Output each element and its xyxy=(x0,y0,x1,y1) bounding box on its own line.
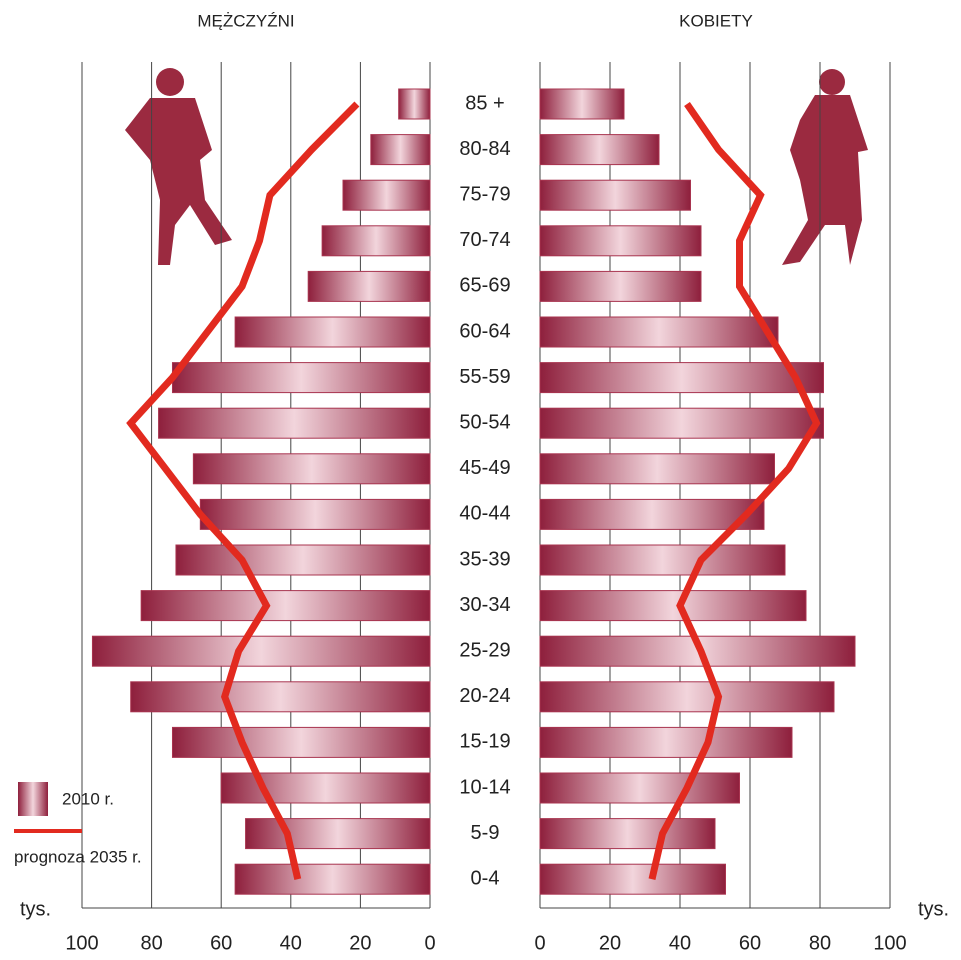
bar xyxy=(130,681,431,713)
category-label: 80-84 xyxy=(459,138,510,160)
x-tick-label: 20 xyxy=(599,932,621,954)
category-label: 65-69 xyxy=(459,275,510,297)
category-label: 60-64 xyxy=(459,320,510,342)
category-label: 40-44 xyxy=(459,503,510,525)
bar xyxy=(539,726,793,758)
bar xyxy=(342,179,431,211)
bar xyxy=(245,818,431,850)
bar xyxy=(171,726,431,758)
unit-label: tys. xyxy=(918,898,949,920)
category-label: 85 + xyxy=(465,92,504,114)
bar xyxy=(539,362,824,394)
bar xyxy=(539,316,779,348)
legend-swatch xyxy=(18,782,48,816)
bar xyxy=(539,498,765,530)
x-tick-label: 60 xyxy=(739,932,761,954)
bar xyxy=(539,179,691,211)
bar xyxy=(158,407,431,439)
bar xyxy=(539,270,702,302)
bar xyxy=(307,270,431,302)
category-label: 45-49 xyxy=(459,457,510,479)
category-label: 25-29 xyxy=(459,639,510,661)
panel-title: MĘŻCZYŹNI xyxy=(197,11,294,30)
bar xyxy=(234,863,431,895)
category-label: 30-34 xyxy=(459,594,510,616)
x-tick-label: 20 xyxy=(349,932,371,954)
bar xyxy=(539,772,740,804)
category-label: 15-19 xyxy=(459,731,510,753)
legend-label: prognoza 2035 r. xyxy=(14,847,142,866)
bar xyxy=(539,453,775,485)
bar xyxy=(140,590,431,622)
x-tick-label: 80 xyxy=(140,932,162,954)
legend: 2010 r. prognoza 2035 r. xyxy=(14,782,142,866)
forecast-line xyxy=(648,102,821,880)
category-label: 20-24 xyxy=(459,685,510,707)
bar xyxy=(91,635,431,667)
bar xyxy=(234,316,431,348)
bar xyxy=(539,88,625,120)
forecast-line xyxy=(126,101,360,880)
x-tick-label: 0 xyxy=(534,932,545,954)
bar xyxy=(175,544,431,576)
category-label: 10-14 xyxy=(459,776,510,798)
bar xyxy=(539,544,786,576)
x-tick-label: 100 xyxy=(65,932,98,954)
bar xyxy=(539,134,660,166)
category-label: 70-74 xyxy=(459,229,510,251)
female-figure xyxy=(782,69,868,265)
legend-label: 2010 r. xyxy=(62,789,114,808)
x-tick-label: 60 xyxy=(210,932,232,954)
bar xyxy=(539,590,807,622)
bar xyxy=(171,362,431,394)
bar xyxy=(539,681,835,713)
bar xyxy=(192,453,431,485)
bar xyxy=(370,134,431,166)
unit-label: tys. xyxy=(20,898,51,920)
x-tick-label: 0 xyxy=(424,932,435,954)
bar xyxy=(539,225,702,257)
category-label: 0-4 xyxy=(471,867,500,889)
x-tick-label: 100 xyxy=(873,932,906,954)
x-tick-label: 40 xyxy=(280,932,302,954)
bar xyxy=(321,225,431,257)
panel-title: KOBIETY xyxy=(679,11,753,30)
bar xyxy=(539,818,716,850)
category-label: 55-59 xyxy=(459,366,510,388)
bar xyxy=(539,407,824,439)
x-tick-label: 80 xyxy=(809,932,831,954)
bar xyxy=(199,498,431,530)
bar xyxy=(398,88,431,120)
category-label: 35-39 xyxy=(459,548,510,570)
male-figure xyxy=(125,68,232,265)
bar xyxy=(539,863,726,895)
category-label: 75-79 xyxy=(459,183,510,205)
category-label: 5-9 xyxy=(471,822,500,844)
bar xyxy=(220,772,431,804)
category-label: 50-54 xyxy=(459,411,510,433)
x-tick-label: 40 xyxy=(669,932,691,954)
